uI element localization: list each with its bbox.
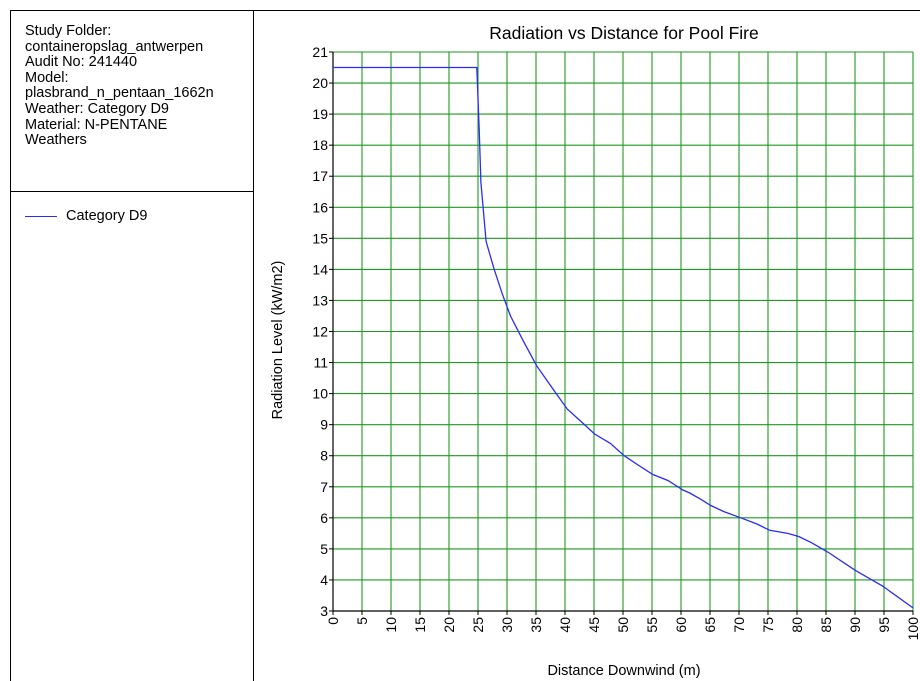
y-axis-label: Radiation Level (kW/m2) [270,261,286,420]
y-tick-label-18: 18 [312,137,328,153]
info-audit-no: Audit No: 241440 [25,54,138,71]
y-tick-label-6: 6 [320,510,328,526]
x-tick-label-5: 5 [354,617,370,625]
study-info-box: Study Folder: containeropslag_antwerpen … [11,11,253,192]
x-tick-label-75: 75 [760,617,776,633]
y-tick-labels: 3 4 5 6 7 8 9 10 11 12 13 14 15 16 17 18 19 20 21 [312,44,328,619]
info-weathers: Weathers [25,132,87,149]
info-weather: Weather: Category D9 [25,100,169,117]
x-tick-label-95: 95 [876,617,892,633]
y-tick-label-12: 12 [312,324,328,340]
y-tick-label-3: 3 [320,603,328,619]
y-tick-label-11: 11 [313,355,328,371]
y-tick-label-17: 17 [312,168,328,184]
x-tick-label-90: 90 [847,617,863,633]
info-study-folder-label: Study Folder: [25,23,112,39]
info-panel: Study Folder: containeropslag_antwerpen … [10,10,254,681]
y-tick-label-20: 20 [312,75,328,91]
x-axis-label: Distance Downwind (m) [547,663,700,679]
info-model-value: plasbrand_n_pentaan_1662n [25,85,214,102]
y-tick-label-4: 4 [320,572,328,588]
legend-label: Category D9 [66,208,148,224]
y-tick-label-14: 14 [312,261,328,277]
x-tick-label-100: 100 [905,617,920,641]
y-tick-label-9: 9 [320,417,328,433]
top-border [254,10,920,11]
x-tick-label-80: 80 [789,617,805,633]
radiation-chart: Radiation vs Distance for Pool Fire 3456… [270,23,920,679]
x-tick-labels: 0 5 10 15 20 25 30 35 40 45 50 55 60 65 70 75 80 85 90 95 10… [325,617,920,641]
x-tick-label-10: 10 [383,617,399,633]
x-tick-label-20: 20 [441,617,457,633]
x-tick-label-65: 65 [702,617,718,633]
x-tick-label-30: 30 [499,617,515,633]
info-model-label: Model: [25,69,69,86]
y-tick-label-7: 7 [320,479,328,495]
x-tick-label-85: 85 [818,617,834,633]
x-tick-label-40: 40 [557,617,573,633]
x-tick-label-25: 25 [470,617,486,633]
x-tick-label-50: 50 [615,617,631,633]
x-tick-label-55: 55 [644,617,660,633]
x-tick-label-0: 0 [325,617,341,625]
y-tick-label-10: 10 [312,386,328,402]
y-tick-label-8: 8 [320,448,328,464]
y-tick-label-15: 15 [312,230,328,246]
series-line-category-d9 [333,66,914,609]
x-tick-label-15: 15 [412,617,428,633]
y-tick-label-5: 5 [320,541,328,557]
y-tick-label-21: 21 [312,44,328,60]
x-tick-label-70: 70 [731,617,747,633]
legend-swatch [25,215,57,217]
x-tick-label-60: 60 [673,617,689,633]
grid-vertical-lines [332,52,914,615]
grid-horizontal-lines [329,51,913,612]
info-material: Material: N-PENTANE [25,116,168,133]
x-tick-label-45: 45 [586,617,602,633]
legend-item-category-d9: Category D9 [25,207,147,225]
x-tick-label-35: 35 [528,617,544,633]
y-tick-label-13: 13 [312,292,328,308]
info-study-folder-value: containeropslag_antwerpen [25,38,204,55]
y-tick-label-16: 16 [312,199,328,215]
chart-title: Radiation vs Distance for Pool Fire [489,23,758,43]
y-tick-label-19: 19 [312,106,328,122]
